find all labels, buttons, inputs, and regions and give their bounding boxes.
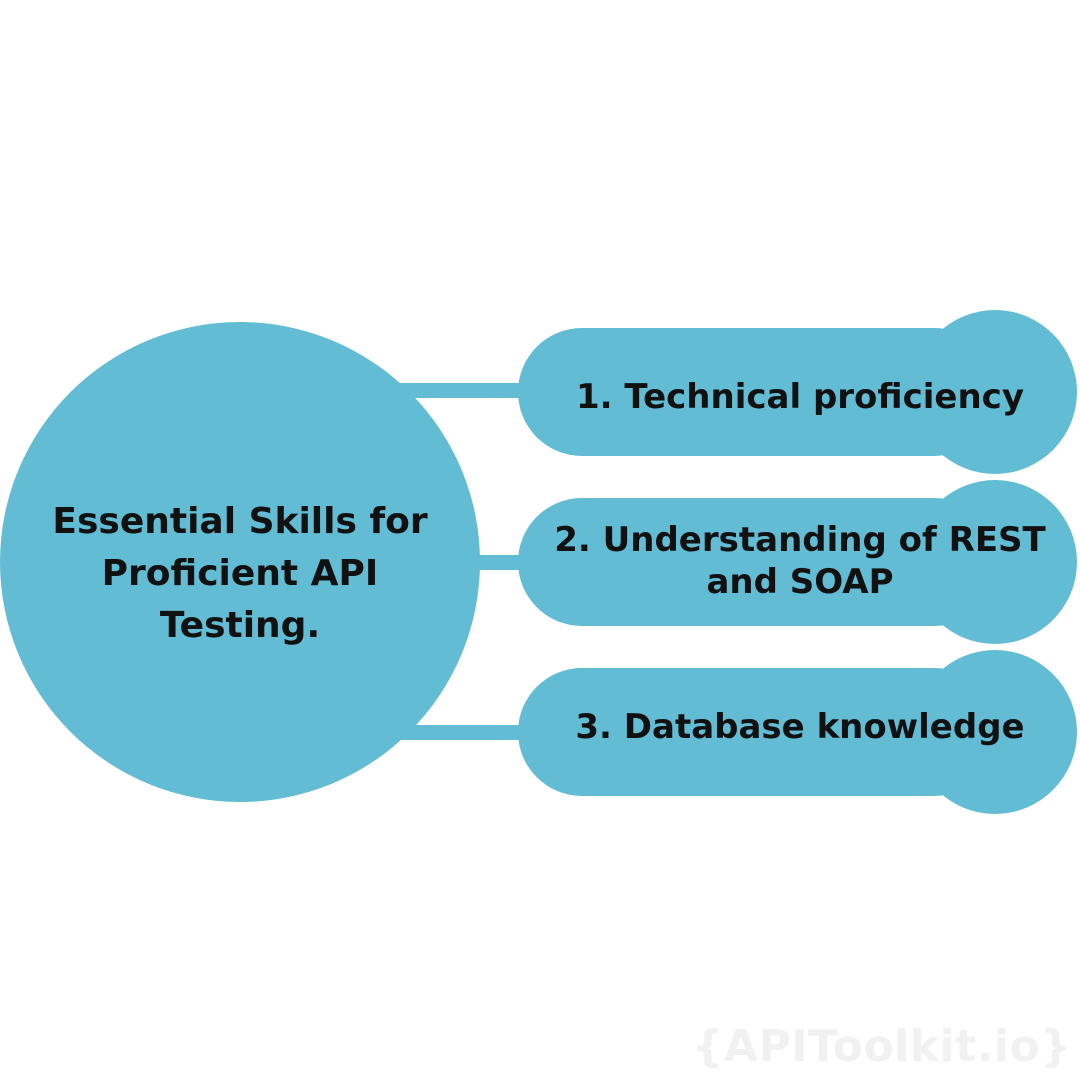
connector-line-1 — [400, 383, 530, 398]
center-circle — [0, 322, 480, 802]
item-pill-1 — [518, 310, 1077, 474]
center-title: Essential Skills for Proficient API Test… — [52, 501, 428, 646]
connector-line-2 — [470, 555, 530, 570]
item-label-1: 1. Technical proficiency — [575, 377, 1024, 417]
connector-line-3 — [400, 725, 530, 740]
item-label-2: 2. Understanding of REST and SOAP — [554, 520, 1046, 602]
item-label-3: 3. Database knowledge — [575, 707, 1025, 747]
item-pill-3 — [518, 650, 1077, 814]
item-pill-2 — [518, 480, 1077, 644]
watermark-logo: {APIToolkit.io} — [692, 1021, 1072, 1072]
